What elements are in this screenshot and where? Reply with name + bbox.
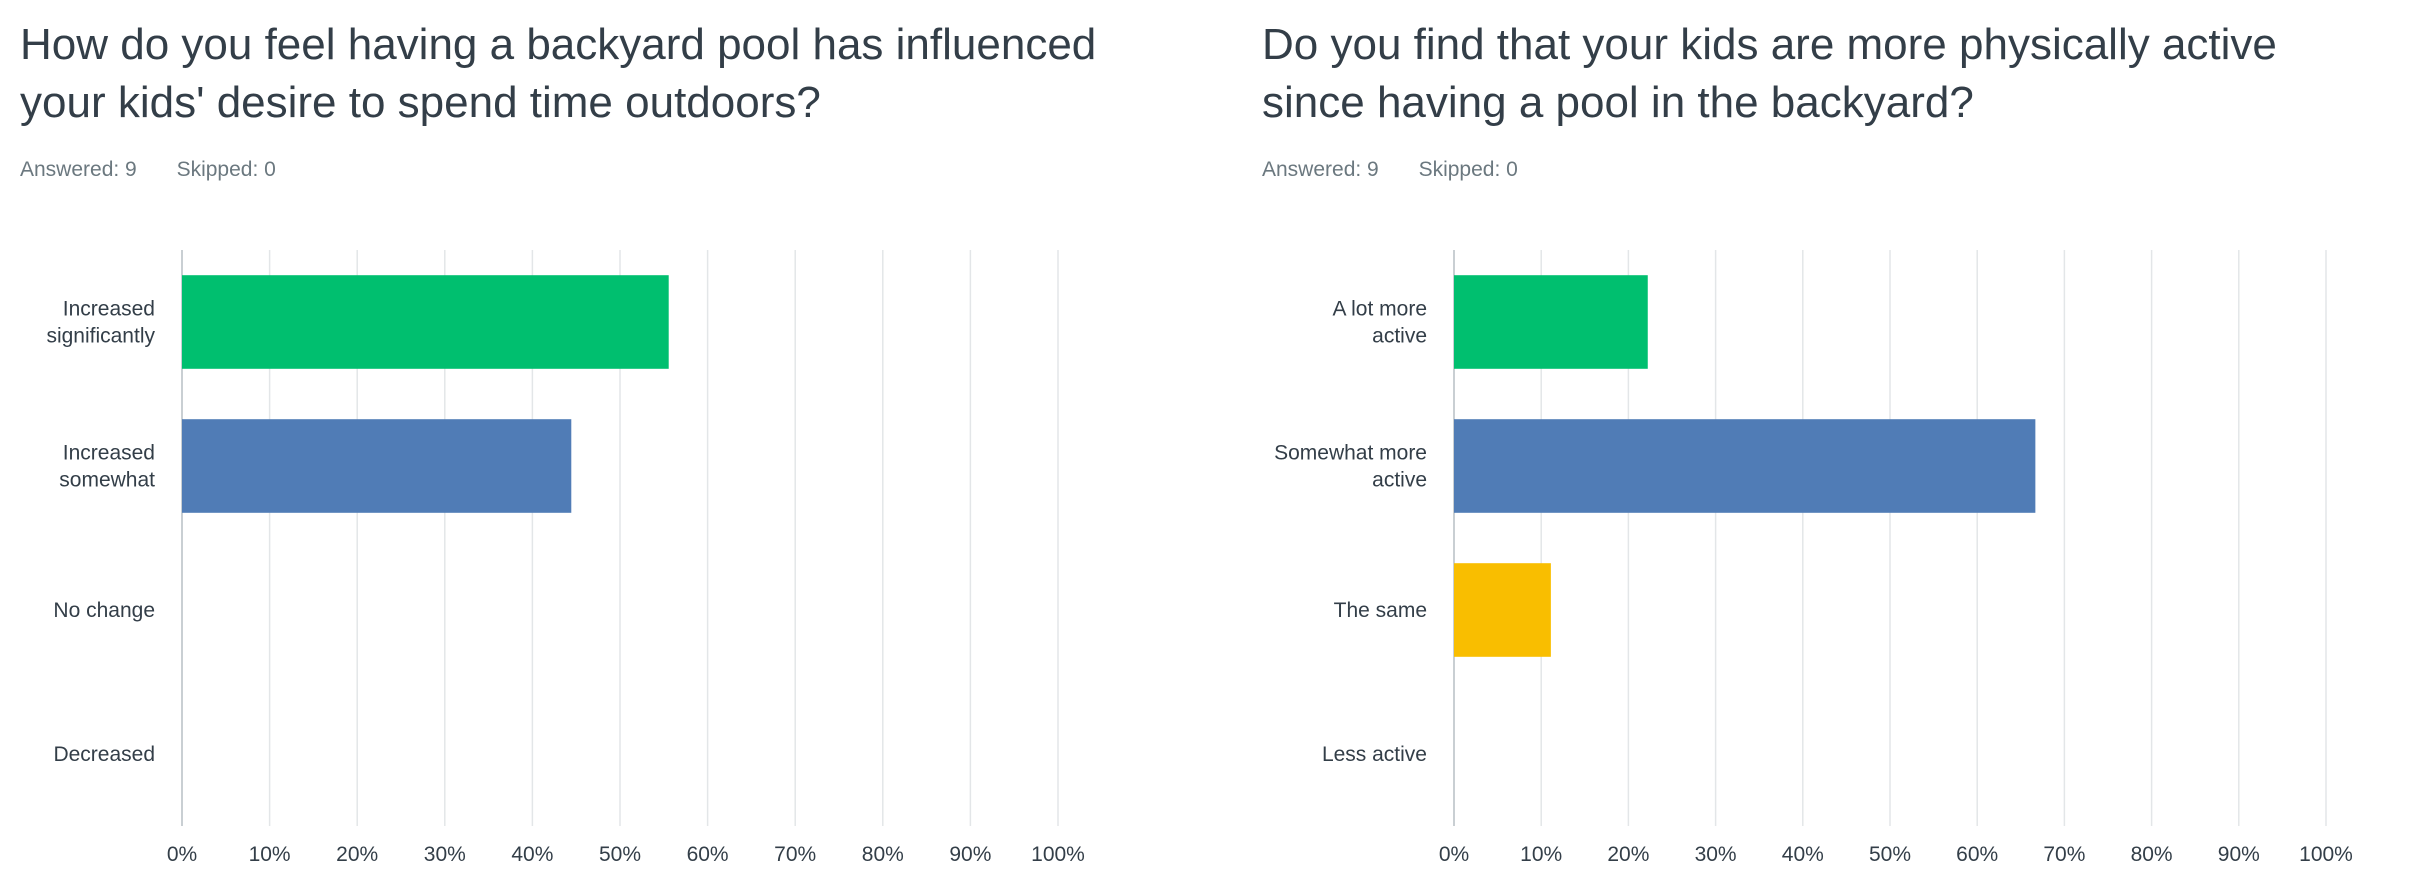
category-label: The same bbox=[1334, 599, 1427, 622]
chart-panel-2: Do you find that your kids are more phys… bbox=[1242, 0, 2424, 893]
chart-panel-1: How do you feel having a backyard pool h… bbox=[20, 20, 1097, 866]
x-tick-label: 10% bbox=[249, 843, 291, 866]
x-tick-label: 20% bbox=[336, 843, 378, 866]
x-tick-label: 30% bbox=[424, 843, 466, 866]
response-stats: Answered: 9 Skipped: 0 bbox=[20, 158, 310, 182]
skipped-count: Skipped: 0 bbox=[1418, 158, 1518, 181]
category-label: Increased somewhat bbox=[59, 442, 155, 492]
response-stats: Answered: 9 Skipped: 0 bbox=[1262, 158, 1552, 182]
x-tick-label: 50% bbox=[1869, 843, 1911, 866]
question-title: How do you feel having a backyard pool h… bbox=[20, 20, 1097, 127]
x-tick-label: 20% bbox=[1607, 843, 1649, 866]
bar[interactable] bbox=[1454, 275, 1648, 369]
answered-count: Answered: 9 bbox=[1262, 158, 1379, 181]
category-label: Less active bbox=[1322, 743, 1427, 766]
x-tick-label: 10% bbox=[1520, 843, 1562, 866]
category-label: Somewhat more active bbox=[1274, 442, 1427, 492]
x-tick-label: 90% bbox=[949, 843, 991, 866]
x-tick-label: 70% bbox=[774, 843, 816, 866]
answered-count: Answered: 9 bbox=[20, 158, 137, 181]
x-tick-label: 100% bbox=[1031, 843, 1085, 866]
category-label: A lot more active bbox=[1332, 298, 1427, 348]
x-tick-label: 40% bbox=[511, 843, 553, 866]
bar[interactable] bbox=[1454, 419, 2036, 513]
x-tick-label: 50% bbox=[599, 843, 641, 866]
x-tick-label: 80% bbox=[2131, 843, 2173, 866]
bar[interactable] bbox=[1454, 563, 1551, 657]
x-tick-label: 80% bbox=[862, 843, 904, 866]
x-tick-label: 60% bbox=[687, 843, 729, 866]
question-title: Do you find that your kids are more phys… bbox=[1262, 20, 2277, 127]
x-tick-label: 70% bbox=[2043, 843, 2085, 866]
x-tick-label: 40% bbox=[1782, 843, 1824, 866]
category-label: Decreased bbox=[53, 743, 155, 766]
x-tick-label: 60% bbox=[1956, 843, 1998, 866]
skipped-count: Skipped: 0 bbox=[176, 158, 276, 181]
bar[interactable] bbox=[182, 419, 572, 513]
x-tick-label: 90% bbox=[2218, 843, 2260, 866]
bar-chart-1: 0% 10% 20% 30% 40% 50% 60% 70% 80% 90% 100% Increas… bbox=[46, 250, 1085, 866]
bar[interactable] bbox=[182, 275, 669, 369]
x-tick-label: 100% bbox=[2299, 843, 2353, 866]
category-label: Increased significantly bbox=[46, 298, 155, 348]
x-tick-label: 0% bbox=[1439, 843, 1469, 866]
category-label: No change bbox=[53, 599, 155, 622]
x-tick-label: 0% bbox=[167, 843, 197, 866]
bar-chart-2: 0% 10% 20% 30% 40% 50% 60% 70% 80% 90% 100% A lot m… bbox=[1274, 250, 2353, 866]
x-tick-label: 30% bbox=[1695, 843, 1737, 866]
